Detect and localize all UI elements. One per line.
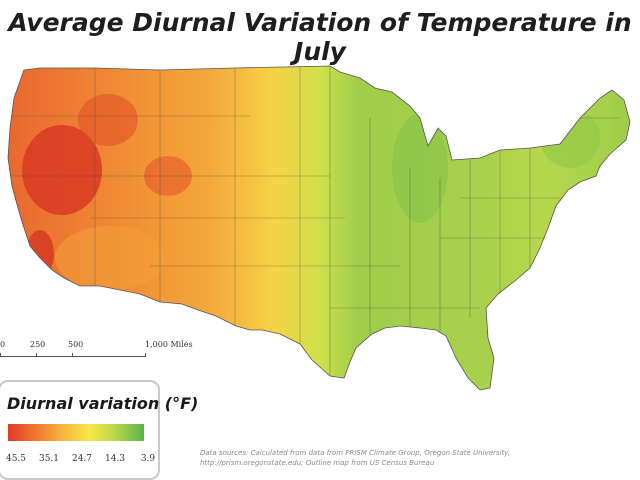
legend-tick-label: 14.3	[104, 454, 126, 464]
scale-label-250: 250	[30, 340, 46, 349]
southwest-band	[55, 226, 165, 290]
legend-box: Diurnal variation (°F) 45.5 35.1 24.7 14…	[0, 380, 198, 480]
new-england-band	[540, 108, 600, 168]
sources-line-2: http://prism.oregonstate.edu; Outline ma…	[200, 459, 435, 467]
scale-label-1000: 1,000 Miles	[145, 340, 193, 349]
hotspot-california	[26, 230, 54, 278]
us-outline	[7, 65, 631, 391]
map-svg	[7, 65, 631, 391]
legend-tick-label: 3.9	[140, 454, 156, 464]
scale-label-0: 0	[0, 340, 6, 349]
legend-tick-label: 35.1	[38, 454, 60, 464]
data-sources-note: Data sources: Calculated from data from …	[200, 448, 530, 468]
scale-tick	[72, 353, 73, 357]
hotspot-northern-rockies	[78, 94, 138, 146]
sources-line-1: Data sources: Calculated from data from …	[200, 449, 511, 457]
us-temperature-map	[0, 58, 640, 403]
scale-bar: 0 250 500 1,000 Miles	[0, 340, 200, 370]
scale-label-500: 500	[68, 340, 84, 349]
great-lakes-band	[392, 113, 448, 223]
legend-color-ramp	[8, 424, 144, 441]
legend-title: Diurnal variation (°F)	[7, 394, 199, 413]
scale-tick	[0, 353, 1, 357]
legend-tick-label: 24.7	[71, 454, 93, 464]
scale-tick	[36, 353, 37, 357]
map-title: Average Diurnal Variation of Temperature…	[8, 8, 632, 66]
hotspot-great-basin	[22, 125, 102, 215]
scale-tick	[145, 353, 146, 357]
florida-band	[466, 310, 494, 386]
legend-tick-label: 45.5	[5, 454, 27, 464]
